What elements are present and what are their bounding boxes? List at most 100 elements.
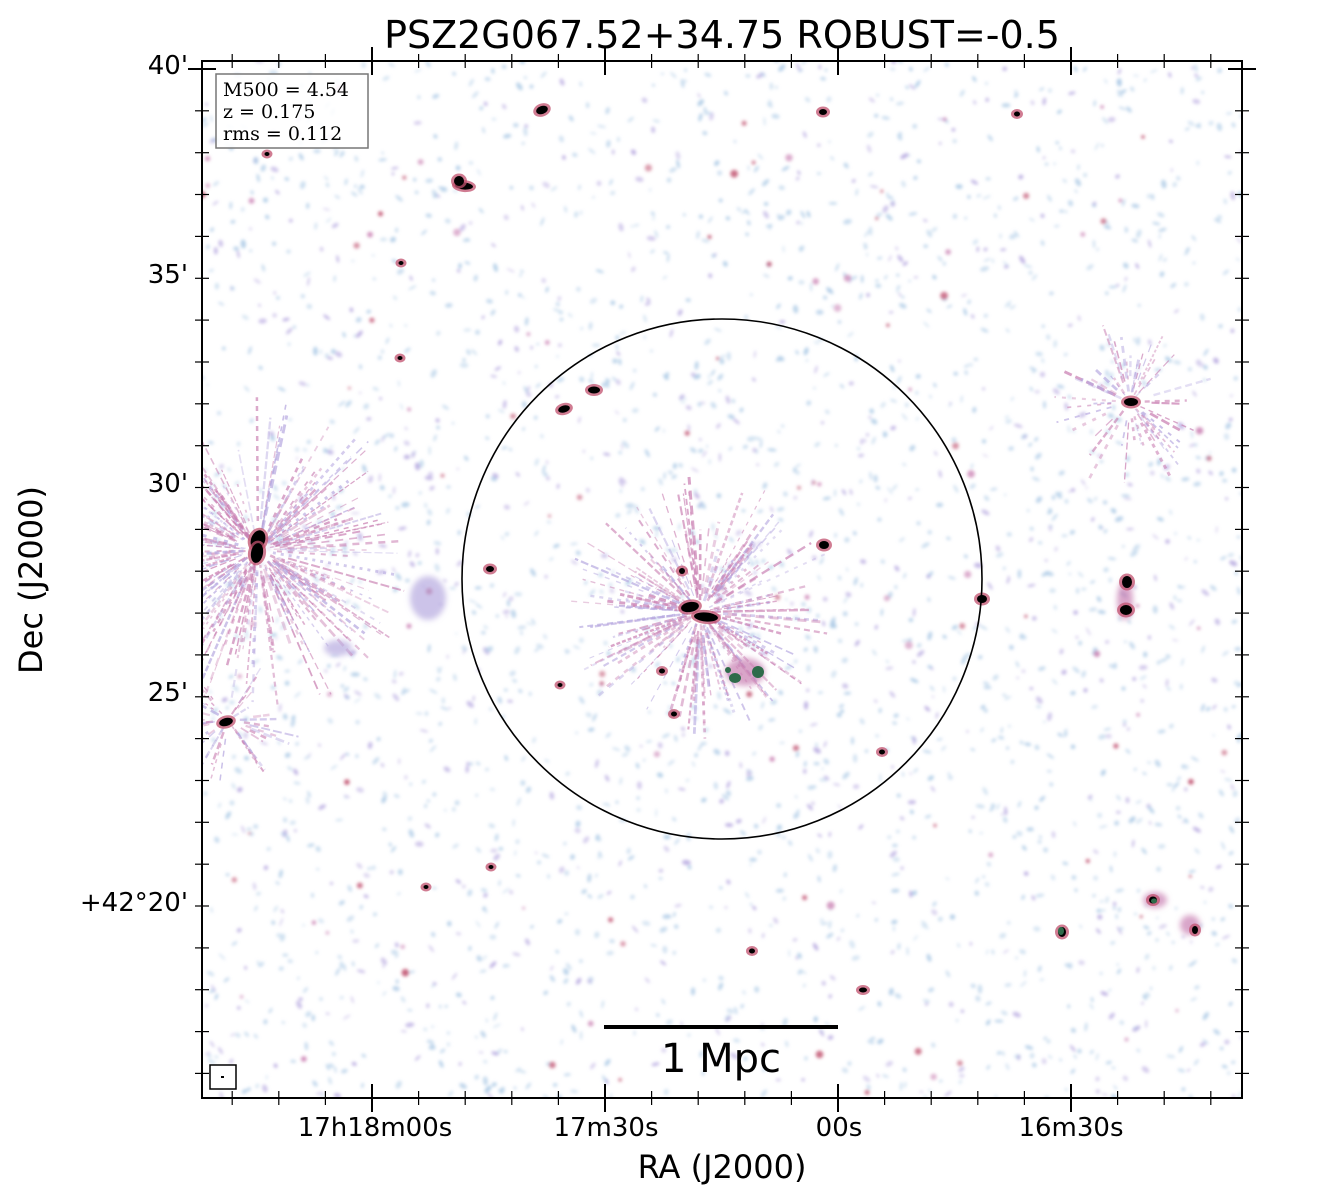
noise-speck [1199,1042,1206,1047]
noise-speck [822,295,828,300]
noise-speck [881,1074,889,1078]
noise-speck [390,846,397,853]
noise-speck [742,444,749,450]
faint-spot [940,291,948,300]
noise-speck [218,239,224,248]
noise-speck [717,373,724,381]
noise-speck [926,229,933,238]
noise-speck [554,395,560,399]
noise-speck [433,541,442,546]
noise-speck [1089,429,1094,435]
noise-speck [858,1006,866,1011]
noise-speck [225,706,229,710]
noise-speck [414,69,422,73]
artifact-ray [276,557,379,603]
noise-speck [1041,358,1045,363]
noise-speck [234,481,240,486]
noise-speck [455,632,458,635]
noise-speck [622,646,632,650]
noise-speck [674,838,680,845]
noise-speck [436,425,440,430]
noise-speck [378,158,387,162]
noise-speck [1033,926,1041,932]
noise-speck [343,964,346,972]
noise-speck [612,747,621,751]
artifact-ray [1138,354,1175,394]
noise-speck [1125,797,1130,804]
noise-speck [564,912,569,916]
noise-speck [395,506,400,510]
noise-speck [895,290,900,293]
noise-speck [325,1063,330,1071]
noise-speck [729,536,734,543]
noise-speck [891,765,894,769]
noise-speck [1099,460,1104,463]
noise-speck [1028,443,1033,447]
source-core [250,543,264,563]
noise-speck [806,688,810,692]
noise-speck [936,738,943,741]
noise-speck [860,583,863,588]
noise-speck [901,639,908,643]
noise-speck [232,684,240,692]
noise-speck [890,950,895,955]
noise-speck [1163,343,1167,348]
noise-speck [552,308,561,312]
noise-speck [828,920,832,929]
noise-speck [985,949,989,955]
noise-speck [619,477,627,485]
noise-speck [719,798,725,804]
noise-speck [1012,196,1019,201]
noise-speck [534,365,538,368]
faint-spot [599,681,604,686]
noise-speck [982,875,985,879]
noise-speck [499,1086,505,1094]
source-green-core [752,666,764,678]
noise-speck [820,554,824,558]
noise-speck [457,530,461,536]
noise-speck [1154,574,1157,582]
noise-speck [1176,176,1181,181]
noise-speck [353,551,358,556]
artifact-ray [245,577,257,684]
noise-speck [481,315,485,320]
noise-speck [479,969,487,973]
noise-speck [1236,586,1241,596]
artifact-ray [275,512,384,546]
noise-speck [871,436,876,445]
noise-speck [382,964,385,968]
noise-speck [210,907,213,913]
noise-speck [405,1022,415,1028]
artifact-ray [266,436,358,540]
noise-speck [839,889,843,894]
noise-speck [778,64,786,72]
noise-speck [1000,811,1009,816]
noise-speck [713,328,722,332]
noise-speck [856,447,861,451]
noise-speck [747,165,750,171]
artifact-ray [223,566,254,646]
noise-speck [752,447,757,453]
noise-speck [587,727,595,732]
noise-speck [1031,895,1036,901]
noise-speck [652,526,661,531]
artifact-ray [711,608,810,613]
noise-speck [920,924,930,930]
noise-speck [408,829,415,838]
noise-speck [540,71,547,79]
noise-speck [354,690,362,696]
noise-speck [533,415,538,420]
figure-title: PSZ2G067.52+34.75 ROBUST=-0.5 [384,13,1060,57]
noise-speck [1075,635,1079,639]
noise-speck [405,578,410,583]
noise-speck [1193,481,1201,487]
noise-speck [1059,1058,1062,1062]
artifact-ray [616,604,673,612]
noise-speck [797,170,801,175]
noise-speck [1231,705,1236,709]
noise-speck [1121,198,1126,207]
noise-speck [1187,120,1195,127]
noise-speck [735,529,742,536]
noise-speck [268,1007,273,1014]
noise-speck [1208,470,1213,476]
